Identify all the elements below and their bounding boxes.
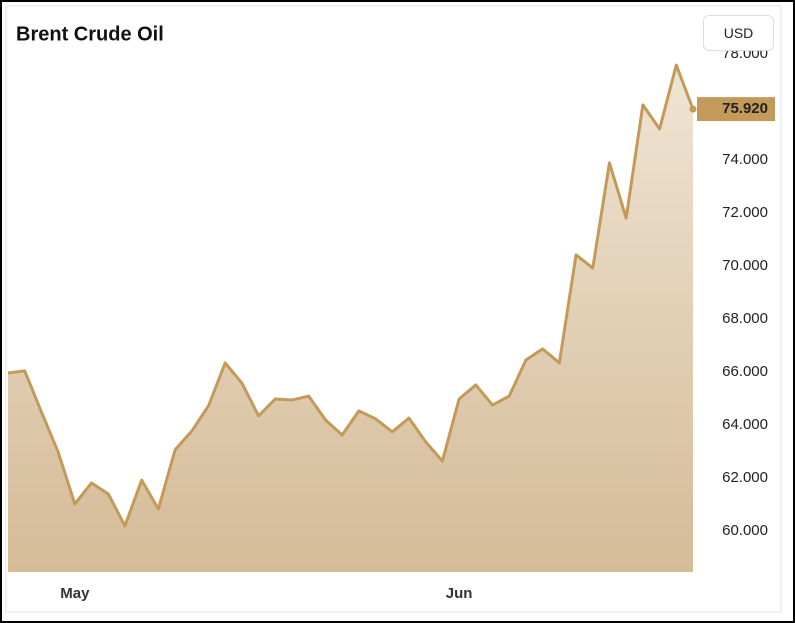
last-price-tag bbox=[697, 97, 775, 122]
y-tick-label: 64.000 bbox=[722, 416, 768, 433]
y-tick-label: 70.000 bbox=[722, 257, 768, 274]
y-tick-label: 66.000 bbox=[722, 363, 768, 380]
y-tick-label: 72.000 bbox=[722, 204, 768, 221]
y-tick-label: 68.000 bbox=[722, 310, 768, 327]
y-tick-label: 62.000 bbox=[722, 469, 768, 486]
x-tick-label: May bbox=[60, 585, 90, 602]
last-point bbox=[689, 105, 697, 113]
panel bbox=[5, 5, 782, 613]
currency-button[interactable]: USD bbox=[703, 15, 774, 51]
last-price-label: 75.920 bbox=[722, 100, 768, 117]
price-line bbox=[7, 63, 695, 528]
y-tick-label: 74.000 bbox=[722, 151, 768, 168]
x-tick-label: Jun bbox=[446, 585, 473, 602]
y-tick-label: 60.000 bbox=[722, 522, 768, 539]
chart-title: Brent Crude Oil bbox=[16, 23, 164, 45]
